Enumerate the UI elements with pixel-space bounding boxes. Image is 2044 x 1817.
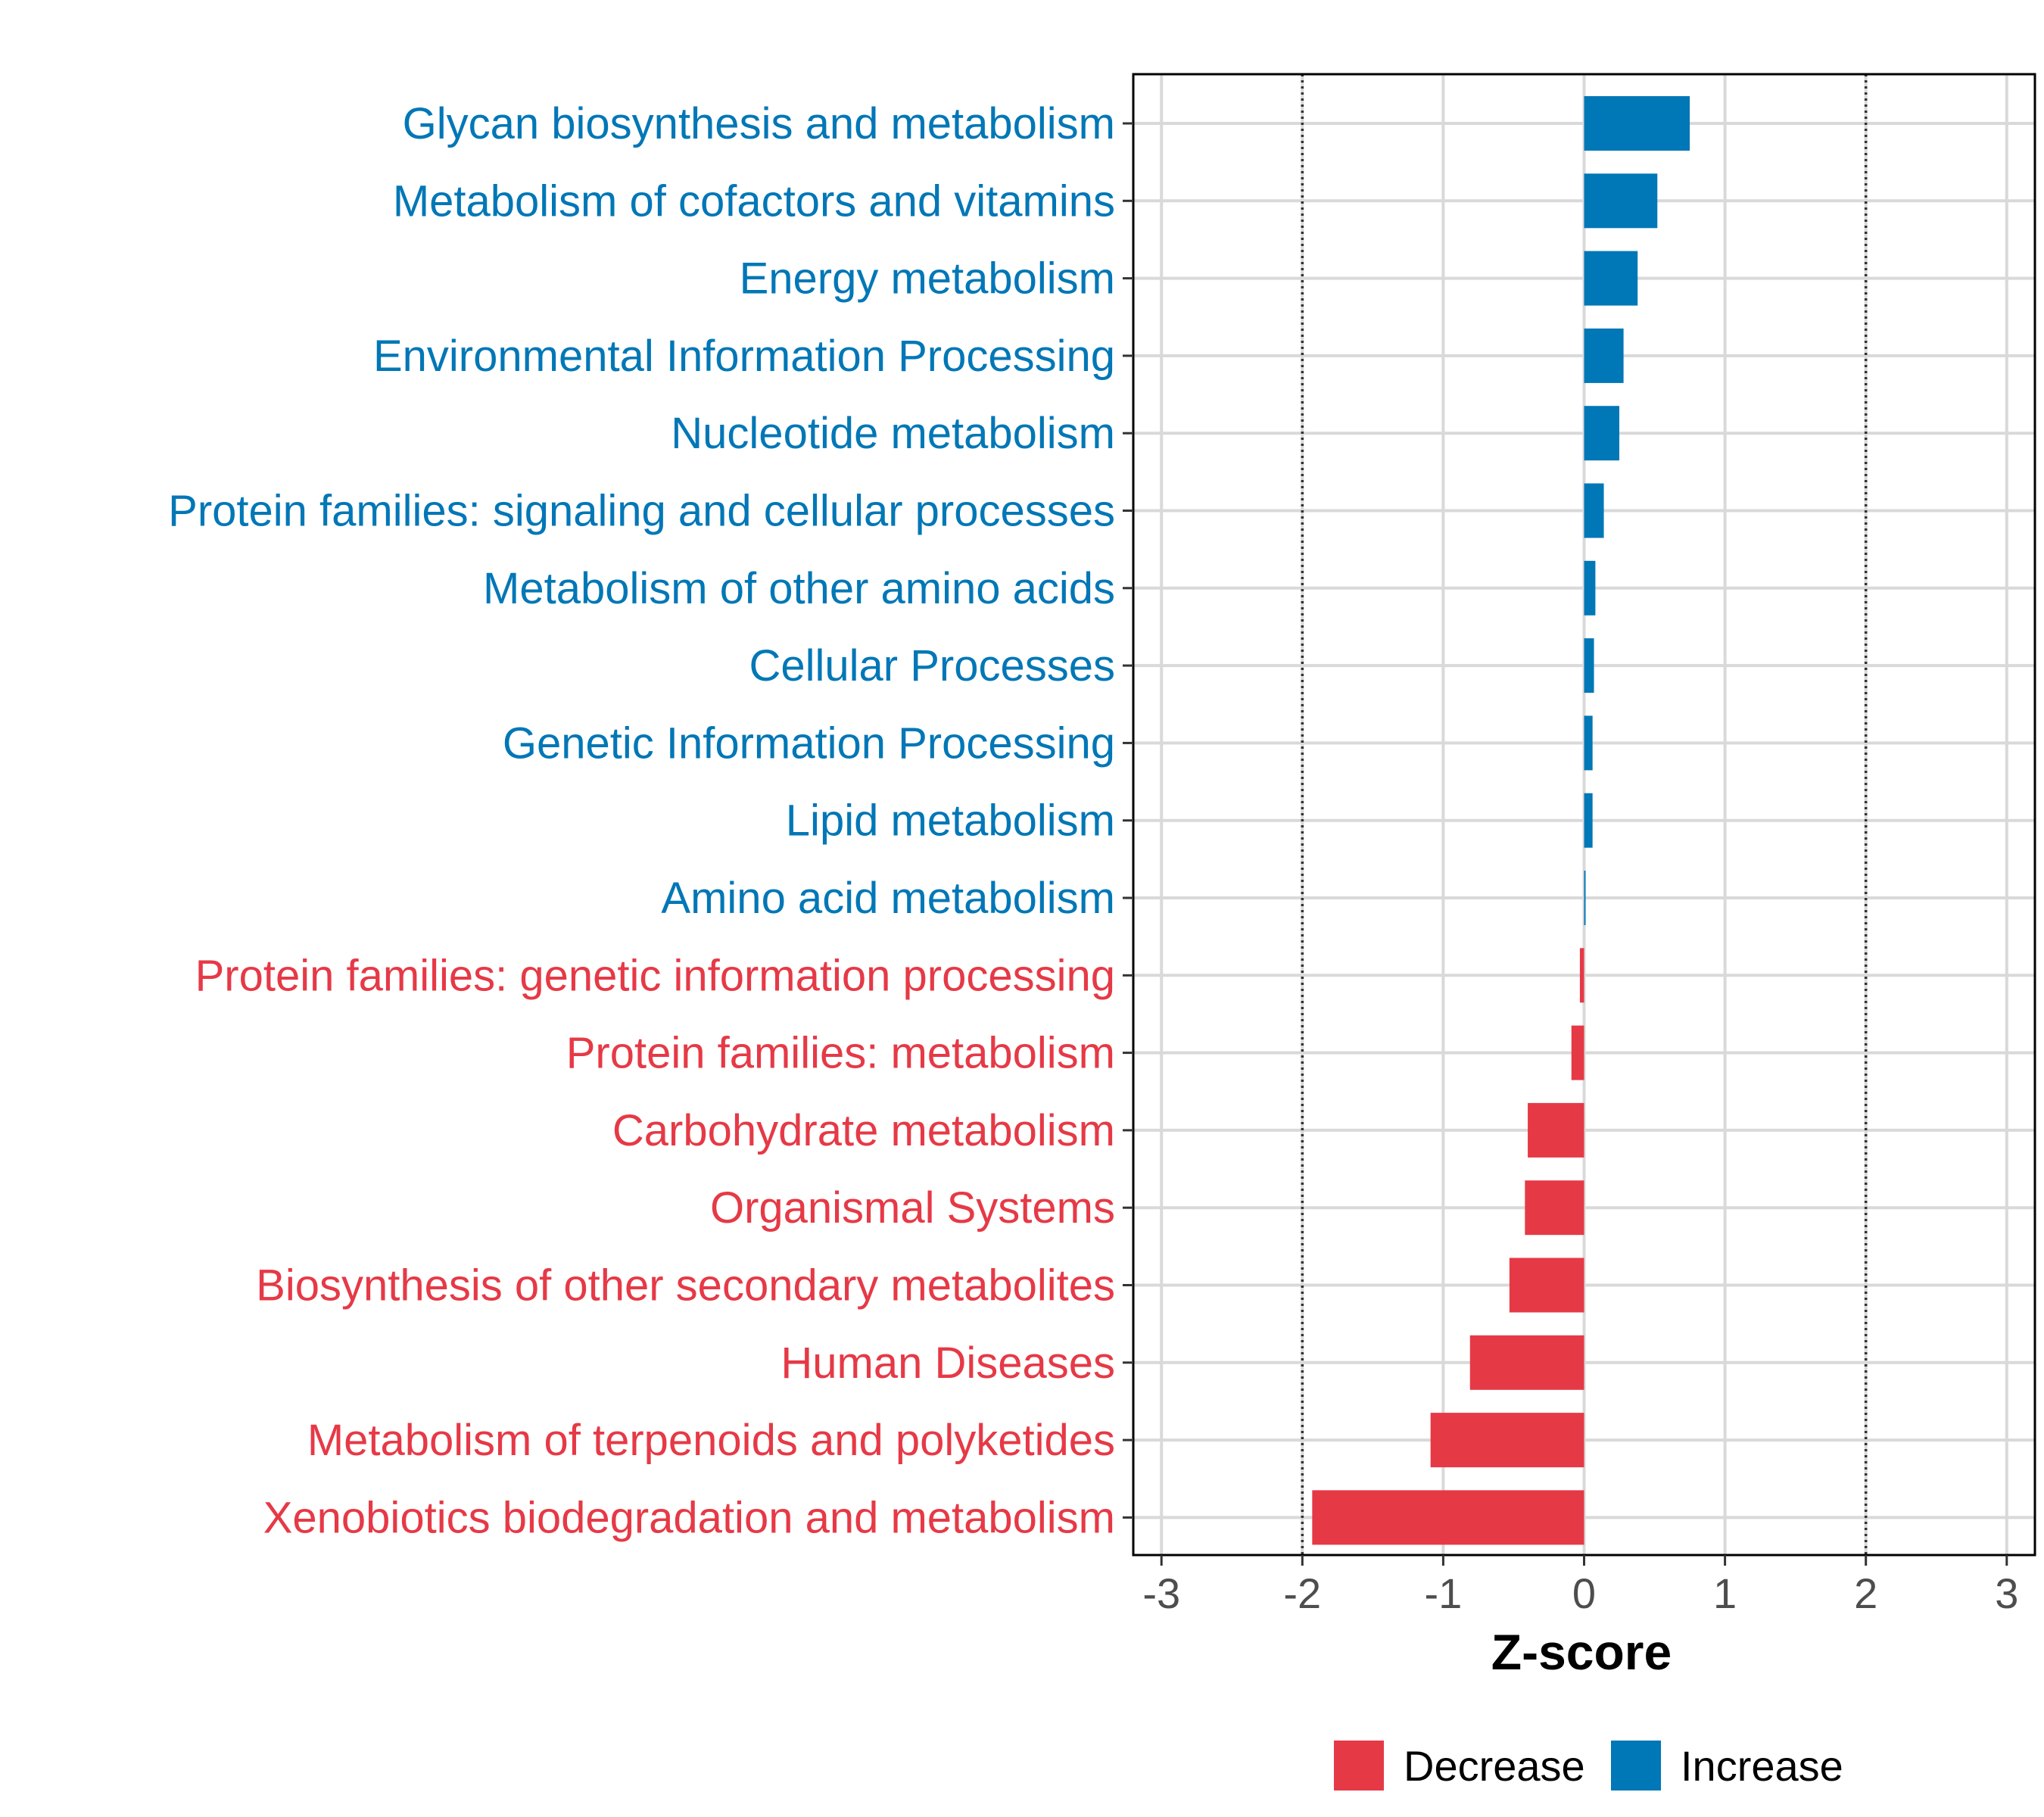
bar (1584, 173, 1658, 229)
bar (1469, 1335, 1584, 1390)
bar (1430, 1413, 1584, 1468)
bar (1584, 251, 1638, 306)
x-tick-label: -3 (1142, 1569, 1180, 1617)
bar (1584, 483, 1604, 538)
bar (1528, 1102, 1584, 1158)
bar (1584, 715, 1593, 771)
category-label: Energy metabolism (740, 254, 1115, 304)
bar (1571, 1025, 1584, 1080)
category-label: Glycan biosynthesis and metabolism (403, 99, 1115, 148)
x-tick-label: -1 (1425, 1569, 1463, 1617)
category-label: Metabolism of other amino acids (483, 564, 1115, 613)
category-label: Organismal Systems (710, 1183, 1115, 1233)
x-axis-title: Z-score (1491, 1624, 1672, 1680)
category-label: Cellular Processes (749, 641, 1115, 690)
category-label: Amino acid metabolism (661, 874, 1115, 923)
category-label: Metabolism of terpenoids and polyketides (307, 1416, 1115, 1465)
reference-lines (1301, 74, 1868, 1555)
bar (1525, 1180, 1584, 1236)
x-tick-label: 0 (1572, 1569, 1596, 1617)
category-label: Genetic Information Processing (503, 718, 1115, 768)
legend-swatch (1611, 1741, 1661, 1791)
category-label: Protein families: metabolism (566, 1029, 1115, 1078)
y-axis: Glycan biosynthesis and metabolism Metabo… (168, 99, 1133, 1542)
x-tick-label: -2 (1283, 1569, 1321, 1617)
bar (1312, 1490, 1584, 1545)
legend: Decrease Increase (1334, 1741, 1843, 1791)
bar (1584, 793, 1593, 848)
legend-label: Increase (1681, 1742, 1843, 1790)
bar (1584, 871, 1586, 925)
category-label: Xenobiotics biodegradation and metabolis… (263, 1493, 1115, 1542)
category-label: Protein families: genetic information pr… (195, 951, 1115, 1000)
category-label: Protein families: signaling and cellular… (168, 487, 1115, 536)
bar (1509, 1258, 1584, 1313)
bar (1584, 560, 1596, 616)
legend-label: Decrease (1404, 1742, 1585, 1790)
category-label: Nucleotide metabolism (671, 409, 1115, 458)
category-label: Carbohydrate metabolism (612, 1106, 1115, 1155)
bar (1584, 406, 1620, 461)
bar (1584, 328, 1624, 383)
category-label: Biosynthesis of other secondary metaboli… (256, 1261, 1115, 1311)
x-tick-label: 1 (1713, 1569, 1737, 1617)
bars (1312, 96, 1690, 1545)
category-label: Lipid metabolism (786, 796, 1115, 846)
category-label: Environmental Information Processing (373, 332, 1115, 381)
category-label: Metabolism of cofactors and vitamins (393, 176, 1115, 226)
x-tick-label: 3 (1995, 1569, 2018, 1617)
x-tick-label: 2 (1854, 1569, 1877, 1617)
bar (1584, 96, 1690, 151)
bar (1584, 638, 1594, 693)
x-axis: -3 -2 -1 0 1 2 3 (1142, 1555, 2018, 1617)
category-label: Human Diseases (781, 1339, 1115, 1388)
legend-swatch (1334, 1741, 1384, 1791)
bar (1579, 948, 1584, 1003)
